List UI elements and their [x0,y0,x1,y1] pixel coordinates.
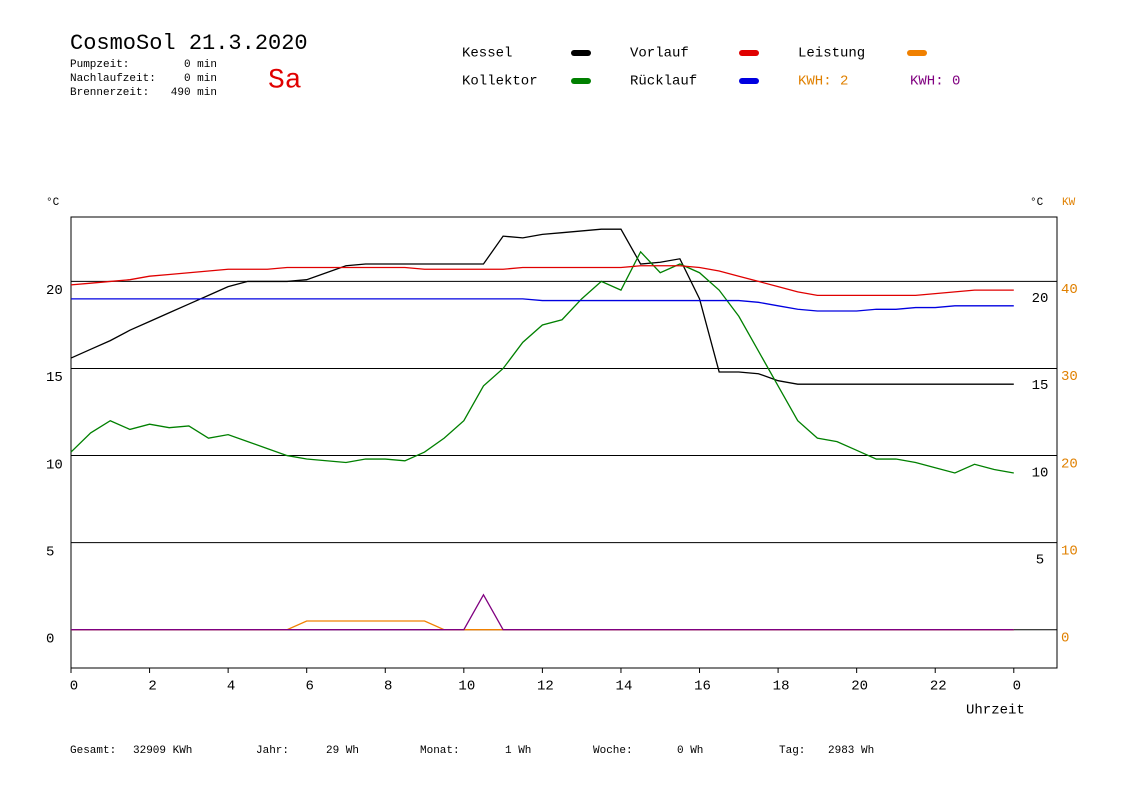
x-tick-label: 22 [930,679,947,695]
y-unit: °C [46,197,60,209]
footer-label: Jahr: [256,745,289,757]
day: Sa [268,65,302,96]
series-line [71,620,1014,631]
footer-label: Gesamt: [70,745,116,757]
y2-tick-label: 10 [1061,543,1078,559]
x-tick-label: 0 [1013,679,1021,695]
footer-value: 1 Wh [505,745,531,757]
series-line [70,228,1014,385]
x-tick-label: 8 [384,679,392,695]
legend-label: Rücklauf [630,74,697,90]
series-line [70,250,1014,474]
legend-label: Leistung [798,46,865,62]
y-tick-label: 0 [46,631,54,647]
footer-label: Tag: [779,745,805,757]
legend-label: Vorlauf [630,46,689,62]
y2-tick-label: 30 [1061,369,1078,385]
x-tick-label: 4 [227,679,235,695]
stat-label: Nachlaufzeit: [70,73,156,85]
stat-value: 490 min [171,87,217,99]
series-line [70,265,1014,297]
kwh-label: KWH: 2 [798,74,848,90]
y2-unit: KW [1062,197,1076,209]
y-tick-label-inner: 10 [1032,465,1049,481]
footer-label: Woche: [593,745,633,757]
plot-frame [70,216,1058,669]
y-tick-label-inner: 5 [1036,552,1044,568]
x-tick-label: 12 [537,679,554,695]
title: CosmoSol 21.3.2020 [70,31,308,56]
x-tick-label: 6 [305,679,313,695]
y-tick-label: 10 [46,457,63,473]
series-line [71,298,1014,312]
x-label: Uhrzeit [966,703,1025,719]
stat-value: 0 min [184,73,217,85]
y2-tick-label: 40 [1061,282,1078,298]
legend-label: Kessel [462,46,512,62]
y-tick-label-inner: 15 [1032,378,1049,394]
y-tick-label: 20 [46,283,63,299]
x-tick-label: 10 [458,679,475,695]
x-tick-label: 18 [773,679,790,695]
y-tick-label-inner: 20 [1032,291,1049,307]
y-unit-right: °C [1030,197,1044,209]
y2-tick-label: 20 [1061,456,1078,472]
stat-label: Brennerzeit: [70,87,149,99]
stat-value: 0 min [184,59,217,71]
series-line [71,593,1014,631]
x-tick-label: 14 [616,679,633,695]
x-tick-label: 20 [851,679,868,695]
y2-tick-label: 0 [1061,630,1069,646]
footer-value: 0 Wh [677,745,703,757]
legend-label: KWH: 0 [910,74,960,90]
y-tick-label: 15 [46,370,63,386]
y-tick-label: 5 [46,544,54,560]
legend-label: Kollektor [462,74,538,90]
footer-value: 2983 Wh [828,745,874,757]
x-tick-label: 16 [694,679,711,695]
stat-label: Pumpzeit: [70,59,129,71]
footer-value: 29 Wh [326,745,359,757]
x-tick-label: 2 [148,679,156,695]
footer-label: Monat: [420,745,460,757]
footer-value: 32909 KWh [133,745,192,757]
x-tick-label: 0 [70,679,78,695]
